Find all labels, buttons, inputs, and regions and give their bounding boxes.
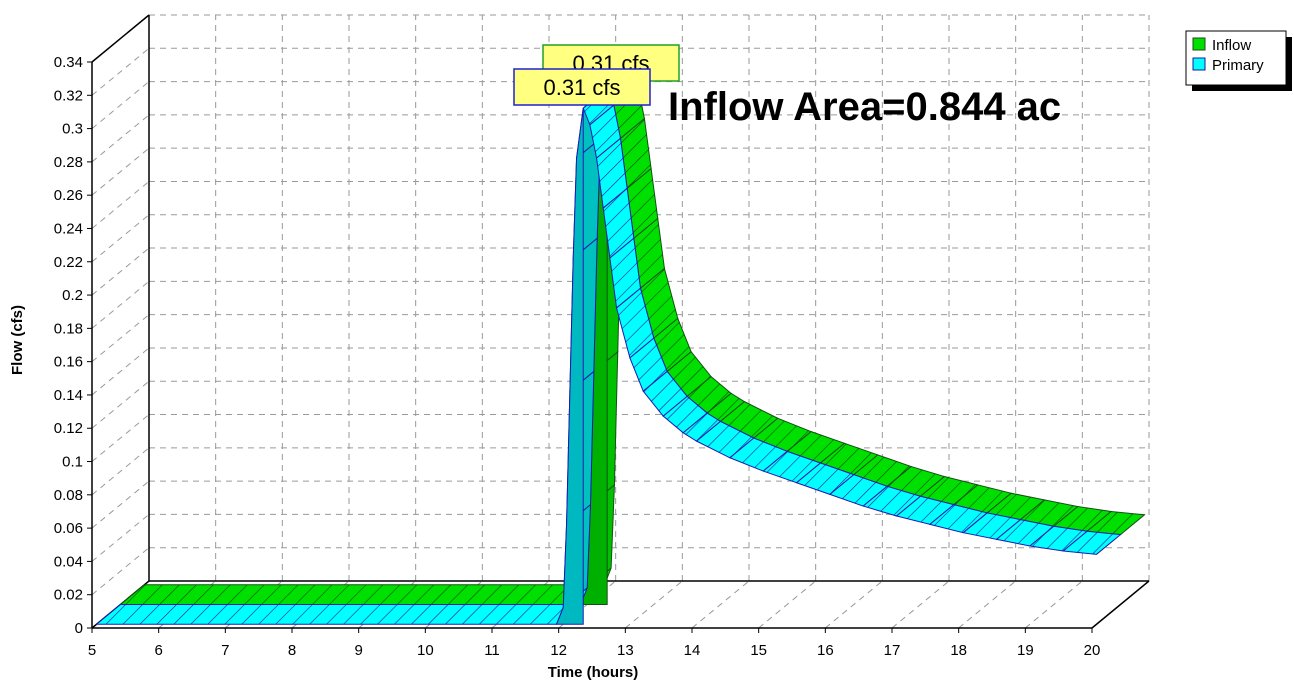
x-tick-4: 9	[354, 642, 362, 659]
series-layer	[95, 67, 1146, 625]
x-tick-13: 18	[950, 642, 967, 659]
grid-y-side-6	[91, 380, 150, 429]
series-inflow	[119, 67, 1146, 605]
y-tick-9: 0.18	[54, 320, 83, 337]
series-primary-rise-face	[555, 108, 584, 625]
grid-y-side-16	[91, 47, 150, 96]
series-primary	[95, 87, 1122, 625]
x-tick-6: 11	[484, 642, 500, 659]
grid-y-side-8	[91, 314, 150, 363]
legend: Inflow Primary	[1185, 30, 1292, 91]
grid-y-side-13	[91, 147, 150, 196]
grid-y-side-4	[91, 447, 150, 496]
x-tick-10: 15	[750, 642, 767, 659]
y-tick-10: 0.2	[62, 287, 83, 304]
x-tick-0: 5	[88, 642, 96, 659]
grid-y-side-11	[91, 214, 150, 263]
x-tick-11: 16	[817, 642, 834, 659]
top-left-depth-edge	[91, 14, 150, 63]
y-axis-title: Flow (cfs)	[9, 305, 26, 375]
grid-y-side-14	[91, 114, 150, 163]
tick-labels: 0 0.02 0.04 0.06 0.08 0.1 0.12 0.14 0.16 0.18 0.2 0…	[54, 54, 1101, 659]
grid-x-floor-8	[625, 580, 683, 629]
y-tick-17: 0.34	[54, 54, 83, 71]
y-tick-4: 0.08	[54, 487, 83, 504]
x-tick-9: 14	[684, 642, 701, 659]
grid-y-side-10	[91, 247, 150, 296]
y-tick-15: 0.3	[62, 121, 83, 138]
legend-label-primary: Primary	[1212, 57, 1264, 74]
grid-y-side-9	[91, 280, 150, 329]
grid-x-floor-12	[891, 580, 950, 629]
grid-y-side-15	[91, 81, 150, 129]
grid-y-side-7	[91, 347, 150, 396]
y-tick-1: 0.02	[54, 587, 83, 604]
y-tick-6: 0.12	[54, 420, 83, 437]
grid-x-floor-10	[758, 580, 816, 629]
y-tick-16: 0.32	[54, 87, 83, 104]
grid-x-floor-9	[691, 580, 750, 629]
x-tick-14: 19	[1017, 642, 1034, 659]
peak-label-primary: 0.31 cfs	[513, 68, 651, 106]
legend-label-inflow: Inflow	[1212, 37, 1251, 54]
grid-y-side-1	[91, 547, 150, 596]
y-tick-14: 0.28	[54, 154, 83, 171]
y-tick-3: 0.06	[54, 520, 83, 537]
grid-y-side-5	[91, 414, 150, 462]
grid-x-floor-13	[958, 580, 1016, 629]
y-tick-7: 0.14	[54, 387, 83, 404]
x-tick-3: 8	[288, 642, 296, 659]
y-tick-11: 0.22	[54, 254, 83, 271]
x-tick-1: 6	[154, 642, 162, 659]
series-primary-segment-28	[1061, 530, 1122, 555]
x-tick-2: 7	[221, 642, 229, 659]
grid-x-floor-14	[1025, 580, 1083, 629]
y-tick-2: 0.04	[54, 553, 83, 570]
y-tick-5: 0.1	[62, 454, 83, 471]
inflow-area-annotation: Inflow Area=0.844 ac	[668, 85, 1061, 129]
x-tick-12: 17	[884, 642, 901, 659]
series-inflow-segment-0	[119, 584, 606, 605]
x-tick-15: 20	[1084, 642, 1101, 659]
legend-swatch-inflow	[1192, 37, 1206, 51]
y-tick-8: 0.16	[54, 354, 83, 371]
y-tick-13: 0.26	[54, 187, 83, 204]
series-primary-segment-0	[95, 604, 582, 625]
chart-frame	[91, 14, 1150, 629]
y-tick-0: 0	[75, 620, 83, 637]
x-tick-5: 10	[417, 642, 434, 659]
x-tick-8: 13	[617, 642, 634, 659]
x-axis-title: Time (hours)	[548, 664, 639, 681]
grid-y-side-12	[91, 181, 150, 229]
bottom-right-depth-edge	[1091, 580, 1150, 629]
legend-swatch-primary	[1192, 57, 1206, 71]
svg-text:0.31 cfs: 0.31 cfs	[543, 75, 620, 100]
x-tick-7: 12	[550, 642, 567, 659]
grid-y-side-3	[91, 480, 150, 529]
grid-y-side-2	[91, 514, 150, 562]
grid-x-floor-11	[825, 580, 883, 629]
y-tick-12: 0.24	[54, 220, 83, 237]
